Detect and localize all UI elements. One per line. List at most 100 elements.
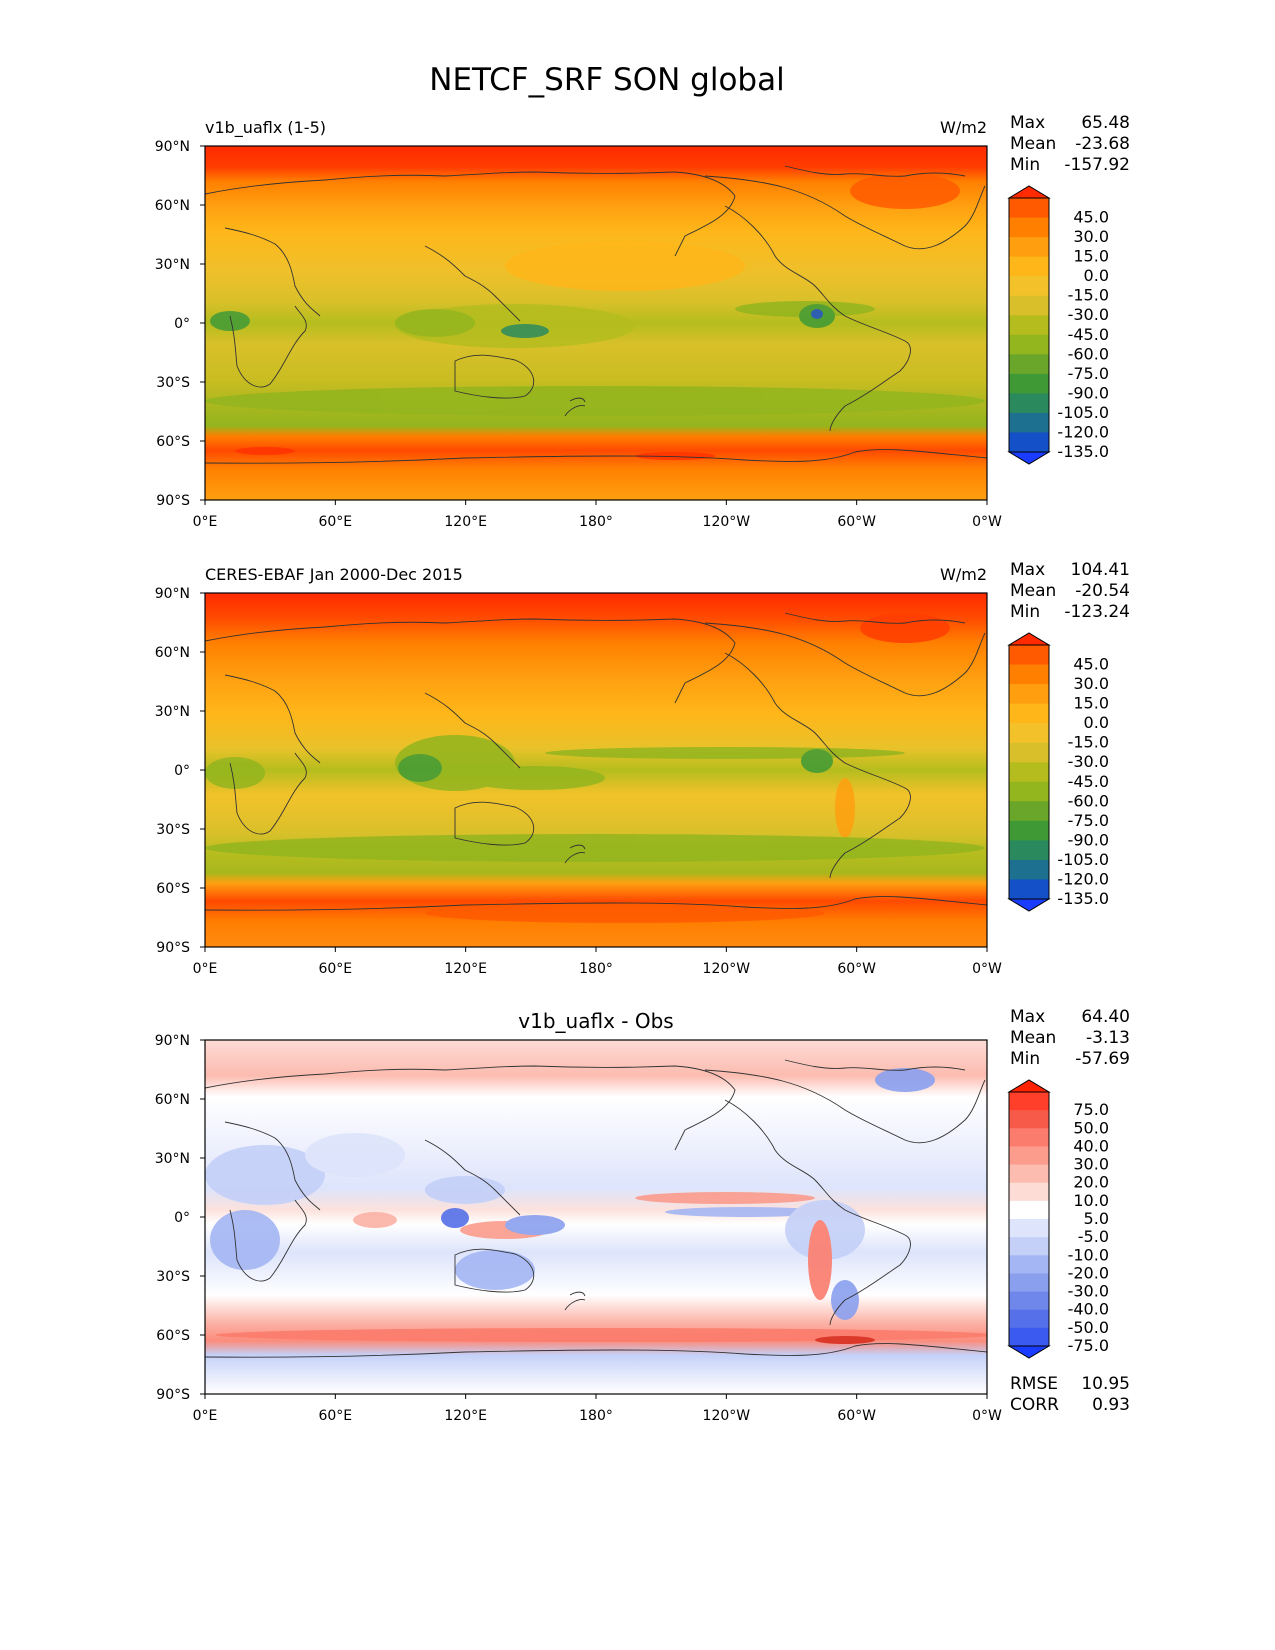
colorbar-swatch <box>1009 684 1049 705</box>
stats-min-value: -57.69 <box>1075 1049 1130 1069</box>
stats-mean-value: -23.68 <box>1075 134 1130 154</box>
field-features <box>205 173 985 460</box>
lat-tick-label: 90°S <box>156 493 190 509</box>
colorbar-extend-min <box>1007 898 1051 912</box>
colorbar: 45.030.015.00.0-15.0-30.0-45.0-60.0-75.0… <box>1007 185 1109 465</box>
longitude-axis: 0°E 60°E 120°E 180° 120°W 60°W 0°W <box>193 1394 1002 1424</box>
colorbar-swatch <box>1009 1255 1049 1275</box>
lat-tick-label: 30°S <box>156 375 190 391</box>
stats-max-value: 64.40 <box>1081 1007 1130 1027</box>
latitude-axis: 90°N 60°N 30°N 0° 30°S 60°S 90°S <box>155 139 205 509</box>
lat-tick-label: 30°S <box>156 822 190 838</box>
colorbar-swatch <box>1009 742 1049 763</box>
map-plot <box>205 593 987 947</box>
colorbar-tick-label: 30.0 <box>1073 674 1109 693</box>
colorbar-tick-label: -60.0 <box>1068 791 1109 810</box>
lon-tick-label: 0°W <box>972 514 1002 530</box>
lat-tick-label: 60°S <box>156 1328 190 1344</box>
colorbar-swatch <box>1009 879 1049 900</box>
lat-tick-label: 0° <box>174 316 190 332</box>
colorbar-swatch <box>1009 315 1049 336</box>
lat-tick-label: 0° <box>174 763 190 779</box>
lon-tick-label: 120°E <box>444 1408 487 1424</box>
colorbar-tick-label: -120.0 <box>1057 422 1109 441</box>
colorbar-swatch <box>1009 1182 1049 1202</box>
lon-tick-label: 120°W <box>703 514 751 530</box>
colorbar-swatch <box>1009 276 1049 297</box>
colorbar-tick-label: -120.0 <box>1057 869 1109 888</box>
skill-scores: RMSE 10.95 CORR 0.93 <box>1010 1374 1130 1415</box>
stats-mean-value: -20.54 <box>1075 581 1130 601</box>
lat-tick-label: 0° <box>174 1210 190 1226</box>
colorbar-swatch <box>1009 1309 1049 1329</box>
colorbar-tick-label: 30.0 <box>1073 1155 1109 1174</box>
lon-tick-label: 120°W <box>703 961 751 977</box>
stats-min-value: -123.24 <box>1064 602 1130 622</box>
colorbar-swatch <box>1009 859 1049 881</box>
colorbar-tick-label: 15.0 <box>1073 247 1109 266</box>
colorbar-swatch <box>1009 645 1049 666</box>
lat-tick-label: 30°N <box>155 257 190 273</box>
colorbar-swatch <box>1009 1273 1049 1293</box>
colorbar-swatch <box>1009 820 1049 841</box>
colorbar-tick-label: -90.0 <box>1068 383 1109 402</box>
colorbar-tick-label: -40.0 <box>1068 1300 1109 1319</box>
lat-tick-label: 60°N <box>155 1092 190 1108</box>
colorbar-swatch <box>1009 1237 1049 1256</box>
colorbar-tick-label: 50.0 <box>1073 1118 1109 1137</box>
stats-block: Max 64.40 Mean -3.13 Min -57.69 <box>1010 1007 1130 1069</box>
lon-tick-label: 180° <box>579 514 613 530</box>
colorbar-tick-label: -30.0 <box>1068 305 1109 324</box>
lon-tick-label: 0°W <box>972 961 1002 977</box>
colorbar-tick-label: -15.0 <box>1068 733 1109 752</box>
lon-tick-label: 60°W <box>837 514 876 530</box>
colorbar-extend-min <box>1007 451 1051 465</box>
stats-mean-label: Mean <box>1010 581 1056 601</box>
colorbar-swatch <box>1009 412 1049 434</box>
stats-max-label: Max <box>1010 1007 1045 1027</box>
corr-value: 0.93 <box>1092 1395 1130 1415</box>
colorbar-swatch <box>1009 664 1049 685</box>
stats-max-value: 104.41 <box>1071 560 1130 580</box>
stats-block: Max 104.41 Mean -20.54 Min -123.24 <box>1010 560 1130 622</box>
lat-tick-label: 60°S <box>156 434 190 450</box>
colorbar-tick-label: -75.0 <box>1068 364 1109 383</box>
lon-tick-label: 180° <box>579 1408 613 1424</box>
stats-mean-value: -3.13 <box>1086 1028 1130 1048</box>
colorbar-swatch <box>1009 1291 1049 1311</box>
coastlines <box>205 165 987 464</box>
longitude-axis: 0°E 60°E 120°E 180° 120°W 60°W 0°W <box>193 500 1002 530</box>
map-plot <box>205 146 987 500</box>
colorbar-swatch <box>1009 295 1049 316</box>
colorbar-swatch <box>1009 1110 1049 1129</box>
colorbar-tick-label: 45.0 <box>1073 208 1109 227</box>
stats-min-value: -157.92 <box>1064 155 1130 175</box>
colorbar-tick-label: 10.0 <box>1073 1191 1109 1210</box>
lon-tick-label: 60°E <box>318 1408 352 1424</box>
lat-tick-label: 60°N <box>155 198 190 214</box>
colorbar-swatch <box>1009 393 1049 414</box>
colorbar-frame <box>1008 644 1050 900</box>
colorbar-extend-max <box>1007 185 1051 199</box>
panel-units: W/m2 <box>940 565 987 584</box>
colorbar-tick-label: -5.0 <box>1078 1227 1109 1246</box>
colorbar-extend-max <box>1007 632 1051 646</box>
colorbar-swatch <box>1009 354 1049 375</box>
lat-tick-label: 60°S <box>156 881 190 897</box>
rmse-label: RMSE <box>1010 1374 1058 1394</box>
stats-block: Max 65.48 Mean -23.68 Min -157.92 <box>1010 113 1130 175</box>
colorbar-swatch <box>1009 1219 1049 1238</box>
colorbar: 75.050.040.030.020.010.05.0-5.0-10.0-20.… <box>1007 1079 1109 1359</box>
colorbar-swatch <box>1009 217 1049 238</box>
colorbar-tick-label: -45.0 <box>1068 772 1109 791</box>
colorbar-tick-label: 0.0 <box>1084 713 1109 732</box>
lat-tick-label: 60°N <box>155 645 190 661</box>
colorbar-swatch <box>1009 334 1049 355</box>
colorbar-swatch <box>1009 256 1049 277</box>
colorbar-swatch <box>1009 237 1049 258</box>
colorbar-tick-label: -135.0 <box>1057 889 1109 908</box>
lat-tick-label: 90°S <box>156 940 190 956</box>
colorbar-swatch <box>1009 781 1049 802</box>
colorbar-tick-label: -90.0 <box>1068 830 1109 849</box>
